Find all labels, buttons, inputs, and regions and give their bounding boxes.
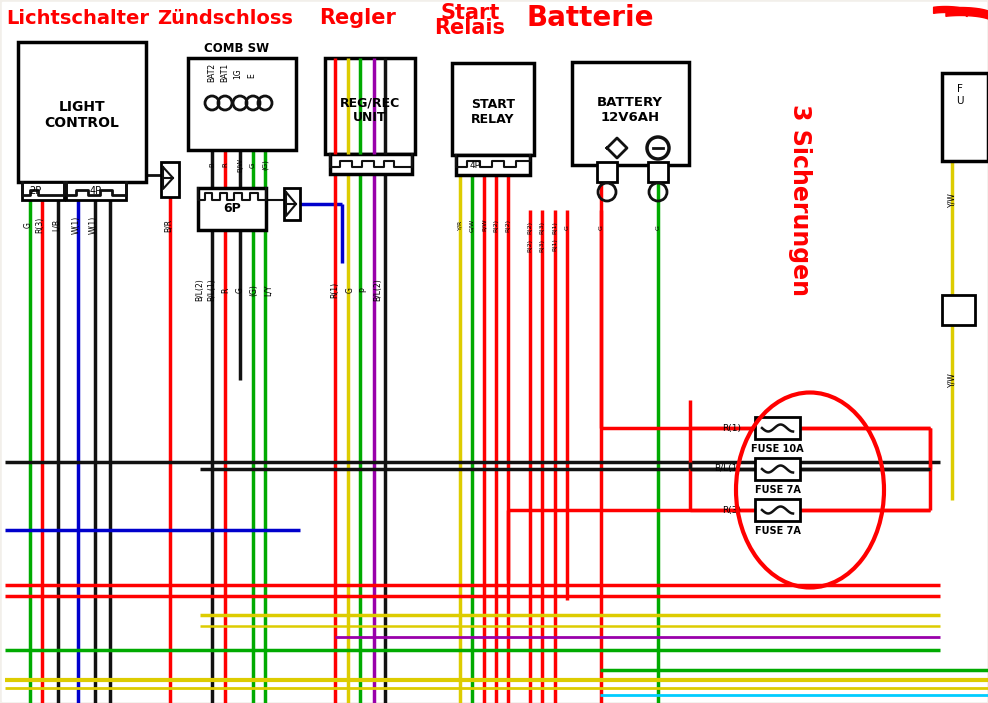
Text: R: R: [222, 162, 228, 167]
Text: R(2): R(2): [493, 219, 499, 231]
Text: REG/REC
UNIT: REG/REC UNIT: [340, 96, 400, 124]
Text: G: G: [235, 287, 244, 293]
Text: Regler: Regler: [319, 8, 396, 28]
Text: R: R: [221, 288, 230, 292]
Bar: [755, 499, 800, 521]
Bar: [18, 42, 146, 182]
Text: R(1): R(1): [331, 282, 340, 298]
Text: W(1): W(1): [89, 216, 98, 234]
Bar: [648, 162, 668, 182]
Text: R(1): R(1): [722, 423, 741, 432]
Text: R(1): R(1): [552, 221, 557, 234]
Text: F
U: F U: [956, 84, 963, 105]
Text: 4P: 4P: [90, 186, 102, 196]
Text: 3 Sicherungen: 3 Sicherungen: [788, 104, 812, 296]
Text: Batterie: Batterie: [527, 4, 654, 32]
Bar: [572, 62, 689, 165]
Text: R(2): R(2): [506, 219, 511, 231]
Text: START
RELAY: START RELAY: [471, 98, 515, 126]
Text: Y/R: Y/R: [457, 220, 462, 230]
Text: G: G: [346, 287, 355, 293]
Text: Zündschloss: Zündschloss: [157, 8, 292, 27]
Text: B: B: [209, 162, 215, 167]
Text: B/L(2): B/L(2): [373, 278, 382, 302]
Text: Y/W: Y/W: [947, 373, 956, 387]
Text: BAT1: BAT1: [220, 63, 229, 82]
Text: (G): (G): [262, 160, 269, 170]
Bar: [66, 182, 126, 200]
Text: Lichtschalter: Lichtschalter: [7, 8, 149, 27]
Bar: [597, 162, 617, 182]
Text: Start: Start: [441, 3, 500, 23]
Text: Y/W: Y/W: [947, 193, 956, 207]
Bar: [755, 417, 800, 439]
Bar: [456, 155, 530, 175]
Bar: [198, 188, 266, 230]
Text: FUSE 7A: FUSE 7A: [755, 526, 800, 536]
Text: L/B: L/B: [51, 219, 60, 231]
Text: G/W: G/W: [469, 219, 474, 231]
Bar: [452, 63, 534, 155]
Bar: [330, 154, 412, 174]
Text: R/W: R/W: [481, 219, 486, 231]
Text: p: p: [358, 288, 367, 292]
Text: G: G: [655, 226, 661, 231]
Bar: [942, 295, 975, 325]
Bar: [755, 458, 800, 480]
Text: Relais: Relais: [435, 18, 506, 38]
Text: 1G: 1G: [233, 69, 242, 79]
Text: B/R: B/R: [163, 219, 173, 231]
Text: R(2): R(2): [528, 221, 533, 235]
Bar: [325, 58, 415, 154]
Text: FUSE 7A: FUSE 7A: [755, 485, 800, 495]
Text: W(1): W(1): [71, 216, 80, 234]
Text: 6P: 6P: [223, 202, 241, 216]
Bar: [942, 73, 988, 161]
Text: R(3): R(3): [36, 217, 44, 233]
Text: G: G: [564, 226, 569, 231]
Text: R(3): R(3): [539, 221, 544, 235]
Text: B/L(1): B/L(1): [714, 465, 741, 474]
Text: G: G: [599, 226, 604, 231]
Text: R(1): R(1): [552, 238, 557, 252]
Text: B/W: B/W: [237, 158, 243, 172]
Text: (G): (G): [250, 284, 259, 296]
Text: G: G: [250, 162, 256, 168]
Text: 2P: 2P: [29, 186, 41, 196]
Text: L/Y: L/Y: [264, 284, 273, 296]
Text: E: E: [248, 74, 257, 78]
Bar: [284, 188, 300, 220]
Text: LIGHT
CONTROL: LIGHT CONTROL: [44, 100, 120, 130]
Text: R(3): R(3): [539, 238, 544, 252]
Text: BATTERY
12V6AH: BATTERY 12V6AH: [597, 96, 663, 124]
Text: R(3): R(3): [722, 505, 741, 515]
Text: G: G: [24, 222, 33, 228]
Text: B/L(1): B/L(1): [207, 278, 216, 302]
Text: BAT2: BAT2: [207, 63, 216, 82]
Bar: [161, 162, 179, 197]
Text: 4P: 4P: [469, 162, 480, 171]
Bar: [22, 182, 64, 200]
Text: COMB SW: COMB SW: [205, 41, 270, 55]
Text: FUSE 10A: FUSE 10A: [751, 444, 804, 454]
Text: R(2): R(2): [528, 238, 533, 252]
Bar: [188, 58, 296, 150]
Text: B/L(2): B/L(2): [196, 278, 205, 302]
